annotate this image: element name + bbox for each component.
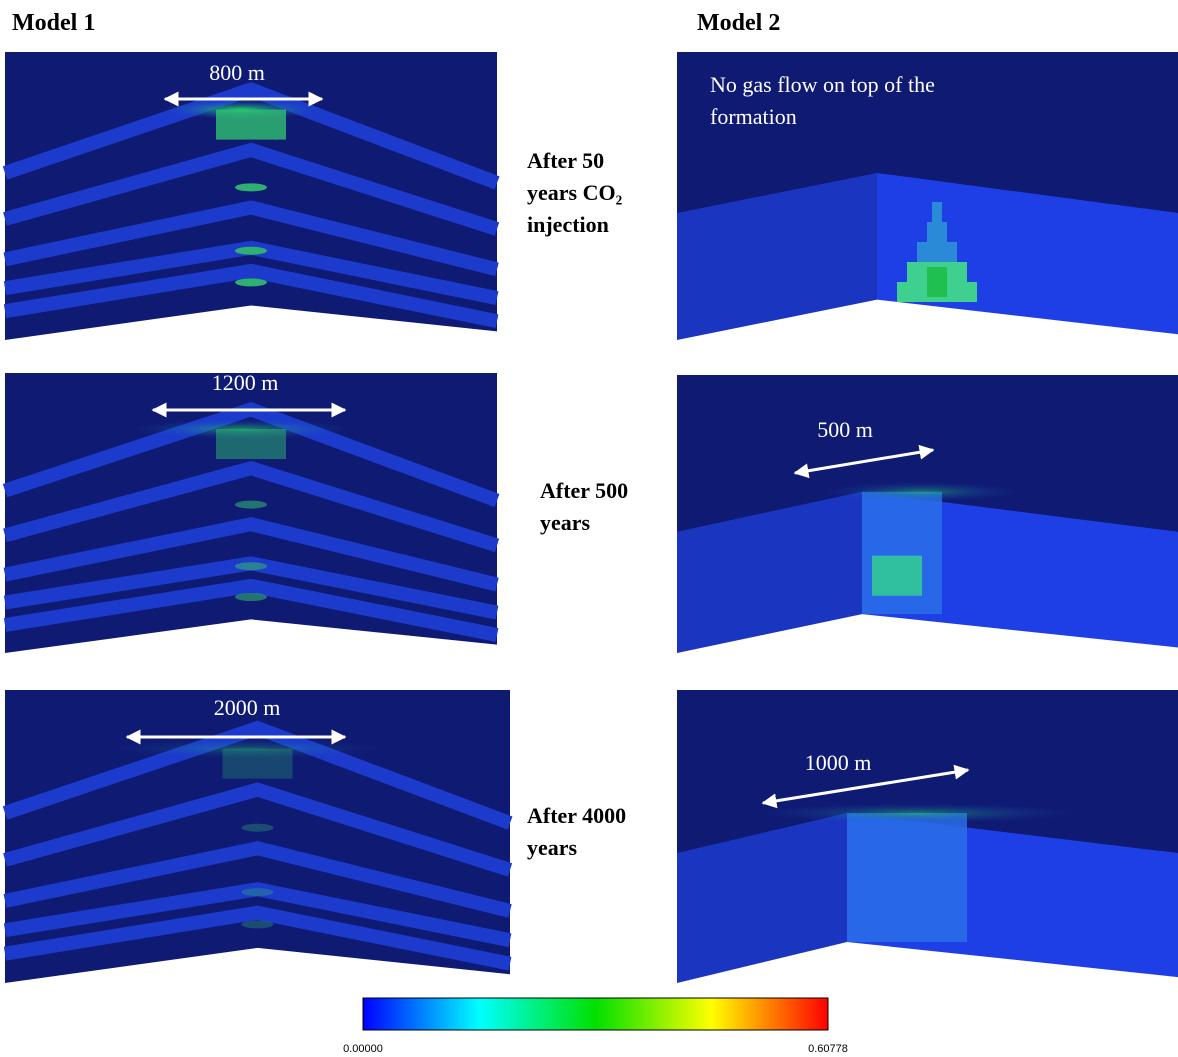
colorbar-min-label: 0.00000 — [343, 1043, 383, 1055]
plume-layer — [242, 920, 274, 928]
model-2-panel — [677, 375, 1178, 653]
plume-column — [223, 749, 293, 779]
model-1-panel — [5, 52, 497, 340]
plume-cell — [917, 242, 957, 262]
plume-top — [822, 482, 1022, 502]
plume-top — [757, 803, 1077, 823]
row-label: years — [527, 835, 578, 860]
colorbar — [363, 998, 828, 1030]
plume-core — [927, 267, 947, 297]
plume-layer — [235, 183, 267, 191]
model-2-header: Model 2 — [697, 10, 780, 36]
model-2-annotation: 1000 m — [805, 750, 872, 775]
plume-column — [847, 813, 967, 942]
row-label: years CO₂ — [527, 180, 623, 205]
model-1-annotation: 1200 m — [212, 370, 279, 395]
plume-layer — [235, 501, 267, 509]
row-label: After 50 — [527, 148, 604, 173]
model-2-annotation: 500 m — [817, 417, 873, 442]
model-1-panel — [5, 373, 497, 653]
model-2-panel — [677, 690, 1178, 983]
model-1-annotation: 800 m — [209, 60, 265, 85]
plume-core — [872, 556, 922, 596]
plume-layer — [242, 888, 274, 896]
colorbar-max-label: 0.60778 — [808, 1043, 848, 1055]
plume-column — [862, 492, 942, 614]
plume-layer — [235, 593, 267, 601]
row-label: injection — [527, 212, 609, 237]
model-1-panel — [5, 690, 510, 983]
plume-column — [216, 429, 286, 459]
row-label: After 4000 — [527, 803, 626, 828]
row-label: After 500 — [540, 478, 628, 503]
plume-layer — [235, 247, 267, 255]
model-1-annotation: 2000 m — [214, 695, 281, 720]
model-2-annotation: formation — [710, 104, 797, 129]
model-1-header: Model 1 — [12, 10, 95, 36]
row-label: years — [540, 510, 591, 535]
plume-layer — [235, 278, 267, 286]
plume-layer — [235, 562, 267, 570]
figure: Model 1 Model 2 0.00000 0.60778 After 50… — [0, 0, 1178, 1057]
model-2-annotation: No gas flow on top of the — [710, 72, 935, 97]
plume-column — [216, 110, 286, 140]
plume-layer — [242, 824, 274, 832]
plume-cell — [927, 222, 947, 242]
plume-cell — [932, 202, 942, 222]
